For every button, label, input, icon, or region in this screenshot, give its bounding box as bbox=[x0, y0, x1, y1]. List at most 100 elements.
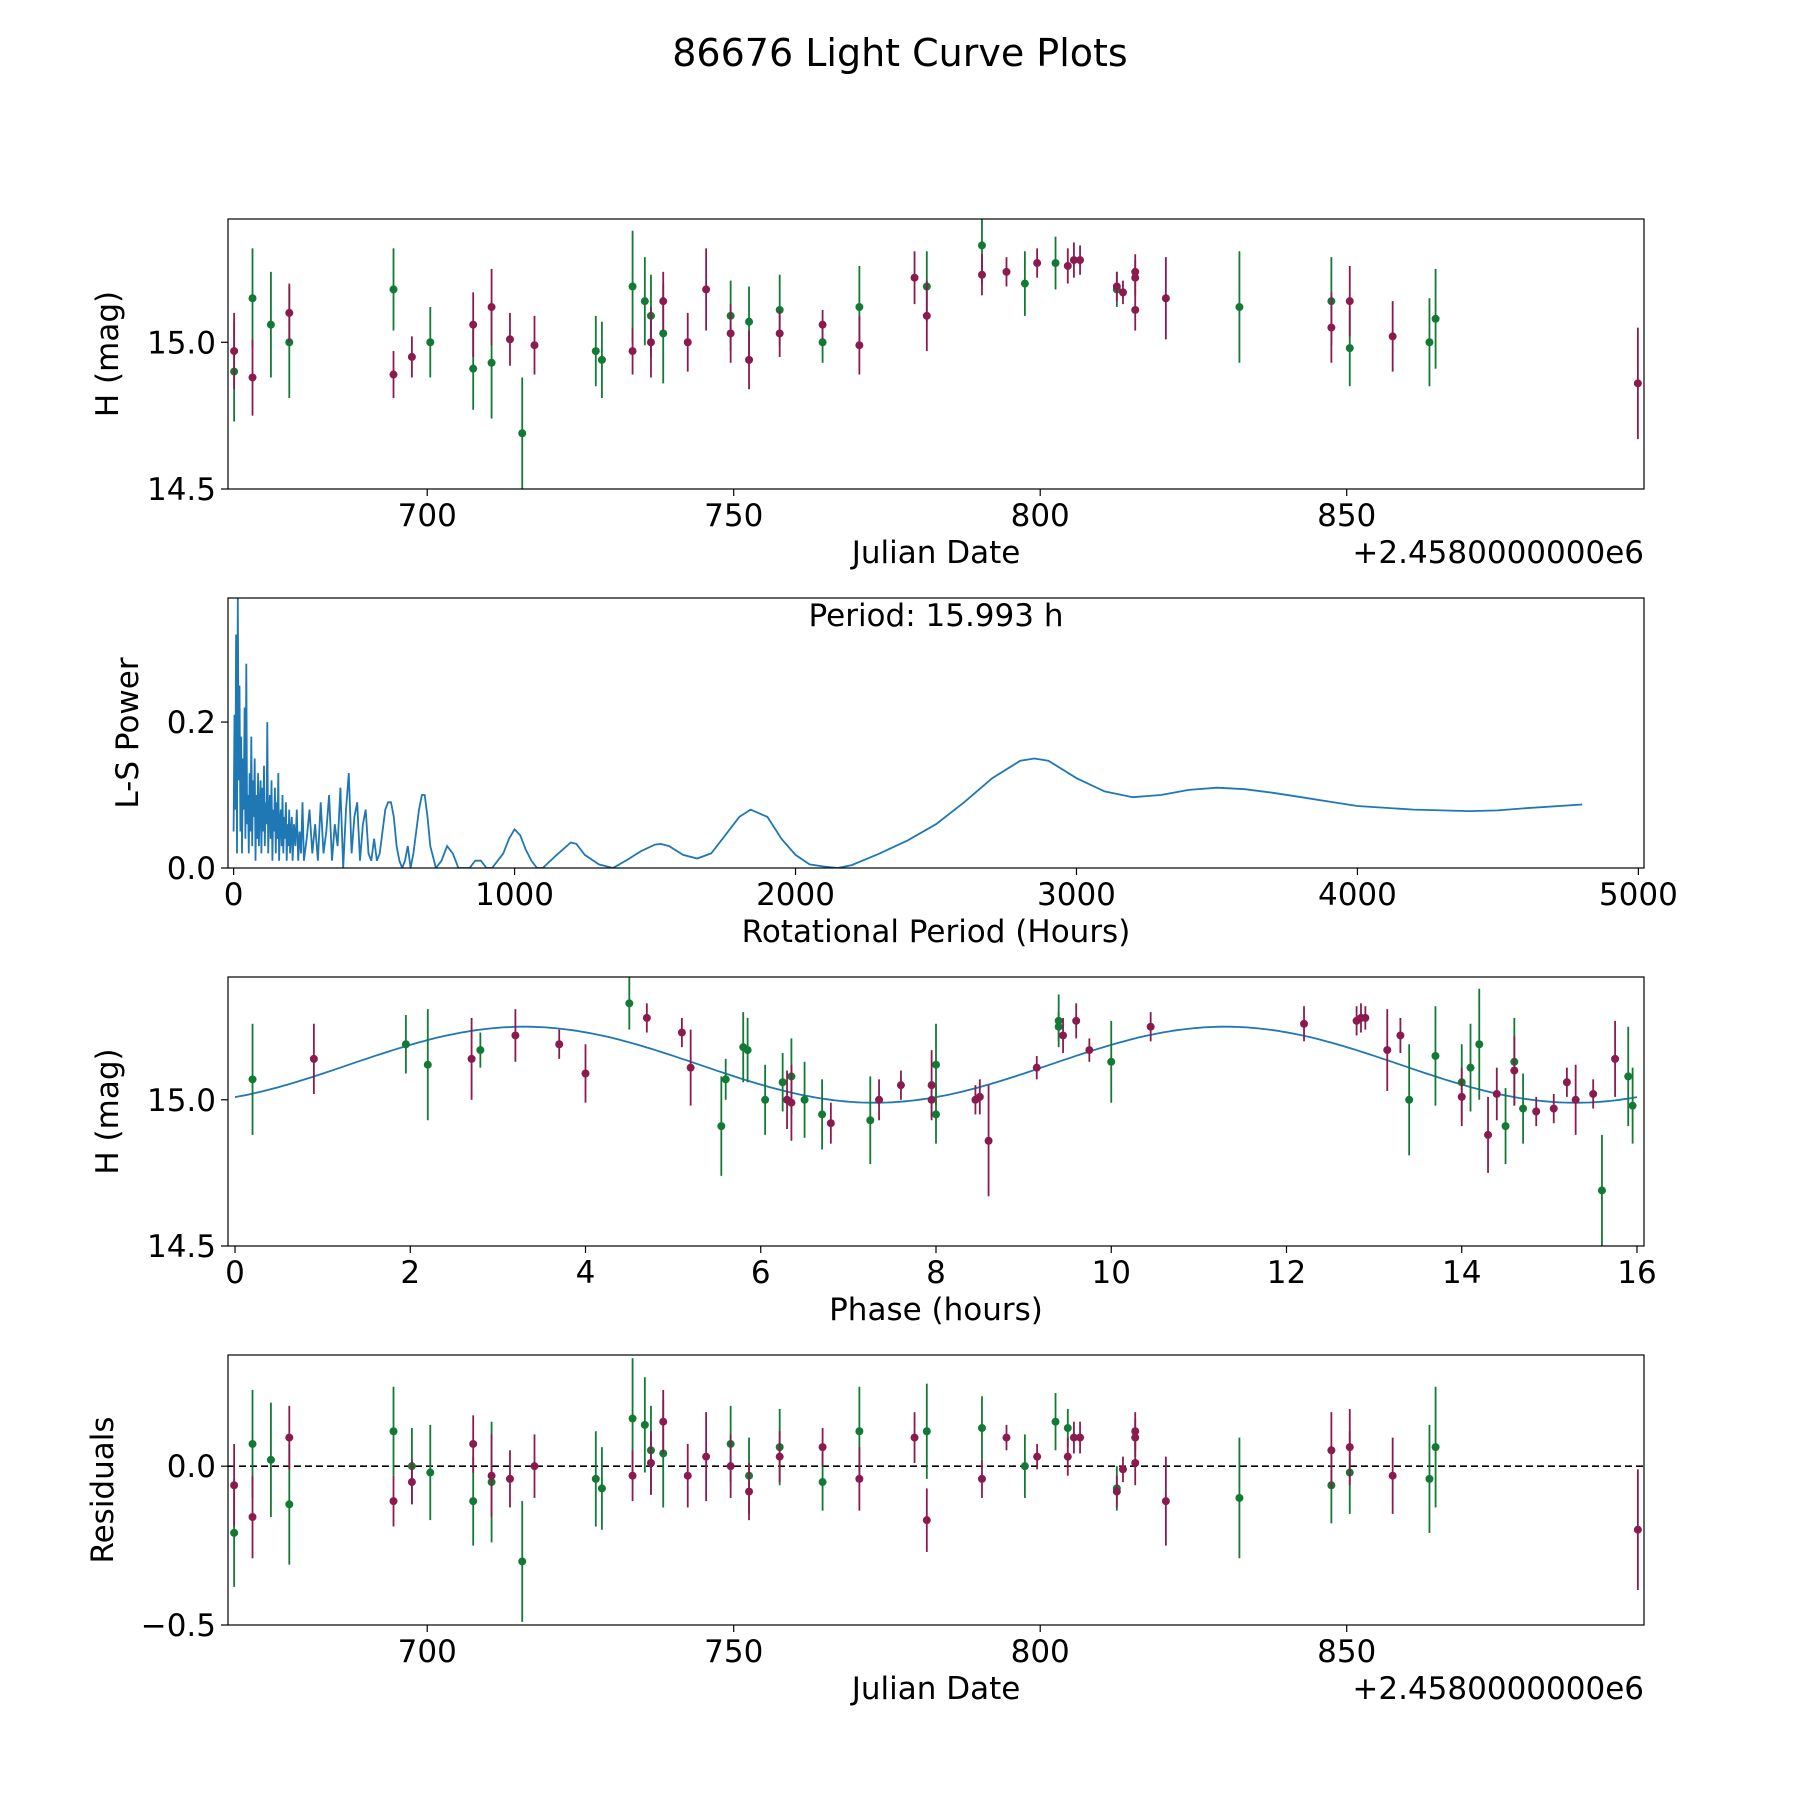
data-point bbox=[1161, 1497, 1170, 1506]
phase-folded-panel: 0 2 4 6 8 10 12 14 16 14.5 15.0 Phase (hours) H (mag… bbox=[90, 976, 1657, 1328]
data-point bbox=[1431, 1051, 1440, 1060]
data-point bbox=[266, 1455, 275, 1464]
data-point bbox=[476, 1046, 485, 1055]
x-axis-label: Rotational Period (Hours) bbox=[742, 914, 1131, 950]
residuals-panel: 700 750 800 850 −0.5 0.0 Julian Date Residuals +… bbox=[85, 1354, 1645, 1707]
data-point bbox=[726, 329, 735, 338]
data-point bbox=[1112, 282, 1121, 291]
y-tick-label: 0.0 bbox=[167, 851, 216, 887]
data-point bbox=[285, 1433, 294, 1442]
x-axis-label: Julian Date bbox=[850, 535, 1021, 571]
data-point bbox=[487, 358, 496, 367]
data-point bbox=[628, 1471, 637, 1480]
data-point bbox=[1300, 1019, 1309, 1028]
data-point bbox=[922, 311, 931, 320]
data-point bbox=[487, 1471, 496, 1480]
x-tick-label: 1000 bbox=[475, 877, 554, 913]
data-point bbox=[1161, 294, 1170, 303]
data-point bbox=[1431, 1443, 1440, 1452]
data-point bbox=[866, 1116, 875, 1125]
data-point bbox=[248, 1439, 257, 1448]
x-axis-label: Julian Date bbox=[850, 1671, 1021, 1707]
data-point bbox=[1032, 1063, 1041, 1072]
data-point bbox=[505, 1474, 514, 1483]
y-tick-label: 0.0 bbox=[167, 1449, 216, 1485]
data-point bbox=[1510, 1066, 1519, 1075]
data-point bbox=[818, 1478, 827, 1487]
data-point bbox=[1051, 1417, 1060, 1426]
data-point bbox=[426, 338, 435, 347]
data-point bbox=[407, 352, 416, 361]
data-point bbox=[922, 1516, 931, 1525]
data-point bbox=[285, 1500, 294, 1509]
data-point bbox=[717, 1122, 726, 1131]
data-point bbox=[977, 1474, 986, 1483]
data-point bbox=[423, 1060, 432, 1069]
y-tick-label: 14.5 bbox=[147, 472, 216, 508]
data-point bbox=[1633, 1525, 1642, 1534]
data-point bbox=[1345, 297, 1354, 306]
data-point bbox=[1624, 1072, 1633, 1081]
x-tick-label: 6 bbox=[751, 1255, 771, 1291]
data-point bbox=[248, 294, 257, 303]
data-point bbox=[702, 1452, 711, 1461]
y-axis-label: H (mag) bbox=[90, 291, 126, 417]
x-tick-label: 10 bbox=[1092, 1255, 1131, 1291]
data-point bbox=[721, 1075, 730, 1084]
data-point bbox=[826, 1119, 835, 1128]
x-offset-label: +2.4580000000e6 bbox=[1352, 535, 1644, 571]
plot-area bbox=[232, 598, 1583, 868]
data-point bbox=[1033, 1452, 1042, 1461]
data-point bbox=[1085, 1046, 1094, 1055]
data-point bbox=[910, 1433, 919, 1442]
data-point bbox=[642, 1013, 651, 1022]
data-point bbox=[1589, 1089, 1598, 1098]
data-point bbox=[1118, 1465, 1127, 1474]
light-curve-panel: 700 750 800 850 14.5 15.0 Julian Date H (mag) +2… bbox=[90, 218, 1645, 571]
data-point bbox=[896, 1081, 905, 1090]
data-point bbox=[800, 1095, 809, 1104]
data-point bbox=[686, 1063, 695, 1072]
data-point bbox=[389, 1427, 398, 1436]
data-point bbox=[1002, 267, 1011, 276]
period-annotation: Period: 15.993 h bbox=[809, 598, 1064, 634]
y-tick-label: −0.5 bbox=[141, 1608, 216, 1644]
data-point bbox=[1383, 1046, 1392, 1055]
data-point bbox=[1361, 1013, 1370, 1022]
data-point bbox=[977, 1424, 986, 1433]
data-point bbox=[628, 282, 637, 291]
data-point bbox=[1549, 1104, 1558, 1113]
series-green bbox=[230, 1358, 1440, 1622]
x-tick-label: 850 bbox=[1317, 498, 1376, 534]
x-offset-label: +2.4580000000e6 bbox=[1352, 1671, 1644, 1707]
data-point bbox=[469, 1439, 478, 1448]
data-point bbox=[1633, 379, 1642, 388]
data-point bbox=[1327, 1446, 1336, 1455]
figure-title: 86676 Light Curve Plots bbox=[672, 31, 1127, 75]
series-purple bbox=[230, 1389, 1642, 1591]
data-point bbox=[922, 1427, 931, 1436]
x-tick-label: 800 bbox=[1011, 498, 1070, 534]
data-point bbox=[1425, 1474, 1434, 1483]
data-point bbox=[530, 341, 539, 350]
data-point bbox=[266, 320, 275, 329]
data-point bbox=[1235, 303, 1244, 312]
data-point bbox=[581, 1069, 590, 1078]
power-series-line bbox=[232, 598, 1583, 868]
data-point bbox=[1002, 1433, 1011, 1442]
axes-frame bbox=[227, 597, 1645, 869]
x-tick-label: 14 bbox=[1442, 1255, 1481, 1291]
data-point bbox=[285, 308, 294, 317]
data-point bbox=[745, 355, 754, 364]
data-point bbox=[230, 347, 239, 356]
data-point bbox=[975, 1092, 984, 1101]
data-point bbox=[640, 297, 649, 306]
data-point bbox=[518, 429, 527, 438]
x-tick-label: 700 bbox=[398, 498, 457, 534]
data-point bbox=[597, 355, 606, 364]
data-point bbox=[1107, 1057, 1116, 1066]
plot-area bbox=[228, 1358, 1644, 1622]
data-point bbox=[309, 1054, 318, 1063]
data-point bbox=[659, 329, 668, 338]
